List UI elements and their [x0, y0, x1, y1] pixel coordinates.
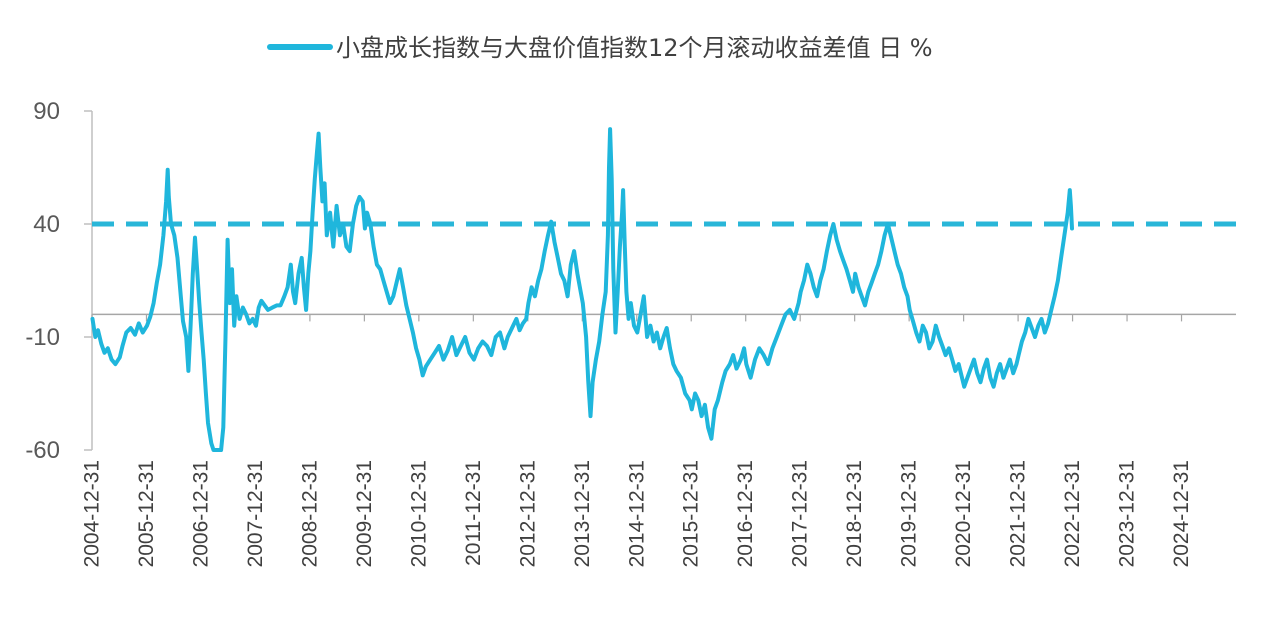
x-tick-label: 2014-12-31	[625, 460, 648, 567]
y-tick-label: -10	[25, 324, 60, 351]
axes	[84, 110, 1183, 451]
x-tick-label: 2004-12-31	[81, 460, 104, 567]
x-tick-label: 2010-12-31	[407, 460, 430, 567]
x-tick-label: 2017-12-31	[789, 460, 812, 567]
x-tick-label: 2020-12-31	[952, 460, 975, 567]
x-tick-label: 2009-12-31	[353, 460, 376, 567]
reference-lines	[92, 221, 1236, 316]
x-tick-label: 2006-12-31	[189, 460, 212, 567]
x-tick-label: 2019-12-31	[898, 460, 921, 567]
x-tick-label: 2013-12-31	[571, 460, 594, 567]
y-tick-label: 90	[33, 98, 60, 125]
x-tick-label: 2012-12-31	[516, 460, 539, 567]
x-tick-label: 2021-12-31	[1007, 460, 1030, 567]
series-line-0	[90, 127, 1074, 452]
y-axis-ticks: 90 40 -10 -60	[25, 98, 60, 464]
y-tick-label: 40	[33, 211, 60, 238]
x-axis-ticks: 2004-12-31 2005-12-31 2006-12-31 2007-12-31…	[81, 460, 1194, 567]
x-tick-label: 2015-12-31	[680, 460, 703, 567]
x-tick-label: 2016-12-31	[734, 460, 757, 567]
x-tick-label: 2007-12-31	[244, 460, 267, 567]
legend: 小盘成长指数与大盘价值指数12个月滚动收益差值 日 %	[267, 34, 933, 62]
legend-label: 小盘成长指数与大盘价值指数12个月滚动收益差值 日 %	[336, 34, 933, 62]
x-tick-label: 2011-12-31	[462, 460, 485, 566]
y-tick-label: -60	[25, 437, 60, 464]
series-layer	[90, 127, 1074, 452]
x-tick-label: 2022-12-31	[1061, 460, 1084, 567]
x-tick-label: 2008-12-31	[298, 460, 321, 567]
x-tick-label: 2005-12-31	[135, 460, 158, 567]
x-tick-label: 2024-12-31	[1170, 460, 1193, 567]
x-tick-label: 2018-12-31	[843, 460, 866, 567]
x-tick-label: 2023-12-31	[1116, 460, 1139, 567]
